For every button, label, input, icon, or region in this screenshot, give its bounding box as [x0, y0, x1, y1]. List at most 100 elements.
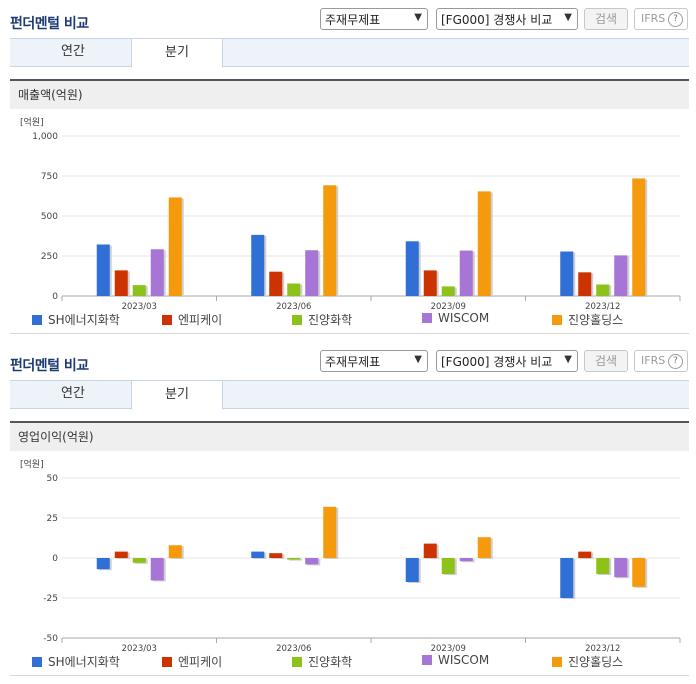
legend-swatch — [552, 657, 562, 667]
legend-label: 진양화학 — [308, 313, 353, 327]
section-title: 영업이익(억원) — [10, 421, 689, 451]
legend-label: 진양홀딩스 — [568, 313, 624, 327]
tab-annual[interactable]: 연간 — [61, 386, 85, 401]
bar[interactable] — [269, 553, 283, 558]
bar[interactable] — [405, 241, 419, 296]
chevron-down-icon: ▼ — [414, 12, 422, 23]
y-tick-label: 25 — [47, 514, 58, 524]
x-tick-label: 2023/06 — [276, 644, 311, 652]
bar[interactable] — [305, 250, 319, 296]
legend-item[interactable]: WISCOM — [422, 311, 489, 325]
tab-quarterly[interactable]: 분기 — [131, 380, 223, 410]
bar[interactable] — [168, 197, 182, 296]
legend-item[interactable]: 엔피케이 — [162, 653, 222, 670]
bar[interactable] — [441, 286, 455, 296]
chart-legend: SH에너지화학 엔피케이 진양화학 WISCOM 진양홀딩스 — [10, 308, 689, 328]
bar[interactable] — [596, 558, 610, 574]
ifrs-button[interactable]: IFRS? — [634, 8, 688, 30]
bar[interactable] — [96, 558, 110, 570]
x-tick-label: 2023/09 — [431, 644, 466, 652]
bar[interactable] — [132, 558, 146, 563]
bar[interactable] — [323, 185, 337, 296]
bar[interactable] — [596, 284, 610, 296]
bar[interactable] — [459, 250, 473, 296]
search-button[interactable]: 검색 — [584, 8, 628, 30]
peer-select-value: [FG000] 경쟁사 비교 — [441, 13, 553, 27]
y-tick-label: 750 — [41, 172, 58, 182]
bar[interactable] — [251, 551, 265, 558]
bar[interactable] — [560, 558, 574, 598]
divider — [10, 333, 689, 334]
bar[interactable] — [168, 545, 182, 558]
bar-shadow — [289, 559, 303, 561]
y-tick-label: 1,000 — [32, 132, 58, 142]
bar[interactable] — [578, 272, 592, 296]
bar[interactable] — [560, 251, 574, 296]
chevron-down-icon: ▼ — [564, 354, 572, 365]
bar[interactable] — [114, 551, 128, 558]
legend-item[interactable]: 진양홀딩스 — [552, 653, 623, 670]
bar[interactable] — [251, 234, 265, 296]
ifrs-button[interactable]: IFRS? — [634, 350, 688, 372]
bar[interactable] — [441, 558, 455, 574]
y-tick-label: 250 — [41, 252, 58, 262]
legend-item[interactable]: 진양화학 — [292, 653, 352, 670]
legend-swatch — [422, 313, 432, 323]
bar[interactable] — [477, 191, 491, 296]
period-tabs: 연간 분기 — [10, 38, 689, 68]
bar[interactable] — [287, 558, 301, 560]
bar[interactable] — [269, 271, 283, 296]
legend-label: SH에너지화학 — [48, 313, 120, 327]
statement-select[interactable]: 주재무제표 ▼ — [320, 8, 428, 30]
bar[interactable] — [632, 178, 646, 296]
y-tick-label: -50 — [43, 634, 58, 644]
divider — [10, 675, 689, 676]
tab-annual[interactable]: 연간 — [61, 44, 85, 59]
help-icon[interactable]: ? — [668, 354, 683, 369]
bar[interactable] — [96, 244, 110, 296]
operating-profit-panel: 펀더멘털 비교 주재무제표 ▼ [FG000] 경쟁사 비교 ▼ 검색 IFRS? … — [0, 342, 696, 684]
chevron-down-icon: ▼ — [564, 12, 572, 23]
legend-label: 엔피케이 — [178, 655, 223, 669]
legend-item[interactable]: SH에너지화학 — [32, 653, 120, 670]
tab-quarterly[interactable]: 분기 — [131, 38, 223, 68]
bar[interactable] — [477, 537, 491, 558]
legend-label: 엔피케이 — [178, 313, 223, 327]
statement-select[interactable]: 주재무제표 ▼ — [320, 350, 428, 372]
peer-select-value: [FG000] 경쟁사 비교 — [441, 355, 553, 369]
bar[interactable] — [405, 558, 419, 582]
bar[interactable] — [423, 543, 437, 558]
bar[interactable] — [423, 270, 437, 296]
bar[interactable] — [614, 558, 628, 578]
bar[interactable] — [632, 558, 646, 587]
legend-item[interactable]: WISCOM — [422, 653, 489, 667]
legend-item[interactable]: SH에너지화학 — [32, 311, 120, 328]
panel-title: 펀더멘털 비교 — [10, 16, 89, 32]
y-unit-label: [억원] — [20, 458, 44, 470]
legend-swatch — [422, 655, 432, 665]
help-icon[interactable]: ? — [668, 12, 683, 27]
legend-swatch — [32, 657, 42, 667]
bar[interactable] — [459, 558, 473, 562]
bar[interactable] — [323, 506, 337, 558]
bar[interactable] — [614, 255, 628, 296]
bar[interactable] — [287, 283, 301, 296]
peer-select[interactable]: [FG000] 경쟁사 비교 ▼ — [436, 350, 578, 372]
revenue-panel: 펀더멘털 비교 주재무제표 ▼ [FG000] 경쟁사 비교 ▼ 검색 IFRS? … — [10, 8, 689, 334]
bar[interactable] — [305, 558, 319, 565]
ifrs-label: IFRS — [641, 12, 666, 25]
y-tick-label: 50 — [47, 474, 59, 484]
bar[interactable] — [578, 551, 592, 558]
legend-item[interactable]: 진양화학 — [292, 311, 352, 328]
bar[interactable] — [150, 249, 164, 296]
revenue-chart: [억원] 0 250 500 750 1,000 2023/03 2023/06 2023/09… — [20, 116, 681, 310]
search-button[interactable]: 검색 — [584, 350, 628, 372]
bar[interactable] — [150, 558, 164, 581]
bar[interactable] — [114, 270, 128, 296]
chevron-down-icon: ▼ — [414, 354, 422, 365]
legend-item[interactable]: 진양홀딩스 — [552, 311, 623, 328]
legend-label: WISCOM — [438, 311, 490, 325]
bar[interactable] — [132, 285, 146, 296]
legend-item[interactable]: 엔피케이 — [162, 311, 222, 328]
peer-select[interactable]: [FG000] 경쟁사 비교 ▼ — [436, 8, 578, 30]
